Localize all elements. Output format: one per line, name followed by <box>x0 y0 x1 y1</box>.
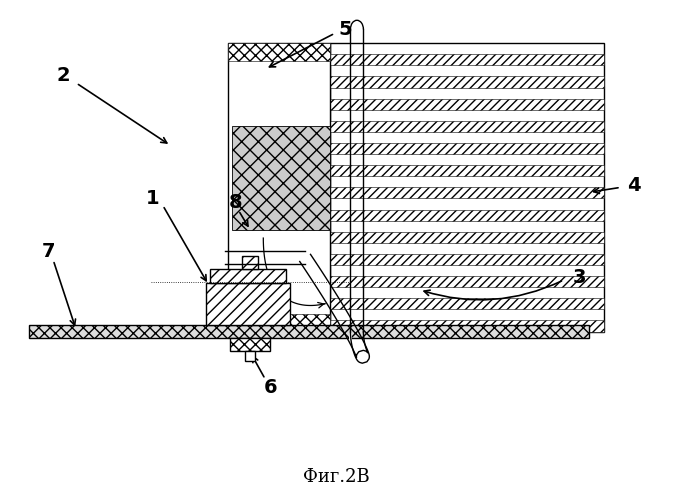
Bar <box>232 126 330 230</box>
Bar <box>330 98 604 110</box>
Bar <box>242 256 258 269</box>
Bar <box>330 232 604 243</box>
Text: 4: 4 <box>627 176 641 195</box>
Bar <box>205 283 290 325</box>
Bar <box>228 43 330 332</box>
Bar <box>330 298 604 310</box>
Bar <box>330 320 604 332</box>
Text: 3: 3 <box>572 268 586 287</box>
Bar <box>330 76 604 88</box>
Bar <box>330 210 604 220</box>
Text: 5: 5 <box>338 20 352 38</box>
Bar <box>29 324 589 338</box>
Bar <box>246 352 255 362</box>
Text: 1: 1 <box>146 189 160 208</box>
Bar <box>330 43 604 332</box>
Text: 7: 7 <box>42 242 55 262</box>
Text: 6: 6 <box>263 378 277 396</box>
Bar <box>230 338 271 351</box>
Bar <box>330 121 604 132</box>
Bar <box>330 54 604 66</box>
Bar <box>330 188 604 198</box>
Bar <box>228 43 330 61</box>
Bar <box>330 276 604 287</box>
Text: 2: 2 <box>57 66 70 86</box>
Bar <box>330 143 604 154</box>
Bar <box>209 269 286 283</box>
Bar <box>330 254 604 265</box>
Text: 8: 8 <box>229 193 242 212</box>
Bar <box>330 165 604 176</box>
Text: Фиг.2В: Фиг.2В <box>303 468 370 485</box>
Bar <box>228 314 330 332</box>
